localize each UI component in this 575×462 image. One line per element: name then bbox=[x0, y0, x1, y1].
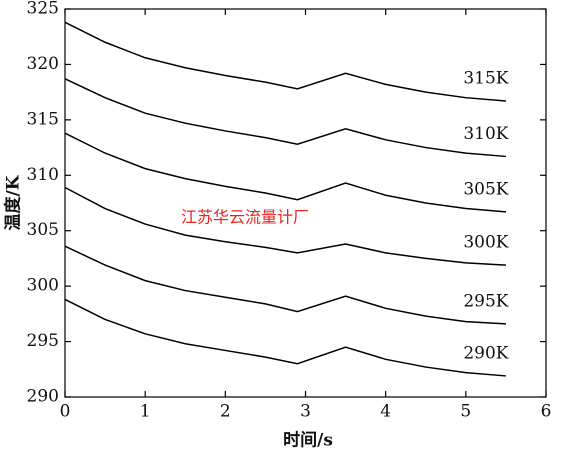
line bbox=[64, 245, 506, 325]
x-tick-label: 4 bbox=[380, 402, 391, 422]
y-axis-label: 温度/K bbox=[3, 174, 24, 230]
x-tick-label: 5 bbox=[460, 402, 471, 422]
x-tick-label: 0 bbox=[60, 402, 71, 422]
line bbox=[64, 186, 506, 266]
line bbox=[64, 21, 506, 102]
series-label: 315K bbox=[463, 69, 508, 89]
plot-frame bbox=[64, 8, 547, 398]
line bbox=[64, 78, 506, 158]
y-tick-label: 310 bbox=[27, 165, 59, 185]
series-label: 310K bbox=[463, 124, 508, 144]
x-tick-label: 3 bbox=[300, 402, 311, 422]
series-label: 305K bbox=[463, 179, 508, 199]
y-tick-label: 295 bbox=[27, 331, 59, 351]
y-tick-label: 290 bbox=[27, 387, 59, 407]
line bbox=[64, 132, 506, 213]
y-tick-label: 300 bbox=[27, 276, 59, 296]
series-label: 290K bbox=[463, 343, 508, 363]
y-tick-label: 320 bbox=[27, 54, 59, 74]
y-tick-label: 305 bbox=[27, 220, 59, 240]
line bbox=[64, 298, 506, 377]
series-label: 295K bbox=[463, 291, 508, 311]
y-tick-label: 325 bbox=[27, 0, 59, 19]
y-tick-label: 315 bbox=[27, 109, 59, 129]
x-tick-label: 1 bbox=[140, 402, 151, 422]
x-tick-label: 6 bbox=[541, 402, 552, 422]
x-axis-label: 时间/s bbox=[283, 430, 333, 451]
watermark: 江苏华云流量计厂 bbox=[181, 208, 309, 227]
x-tick-label: 2 bbox=[220, 402, 231, 422]
series-label: 300K bbox=[463, 233, 508, 253]
